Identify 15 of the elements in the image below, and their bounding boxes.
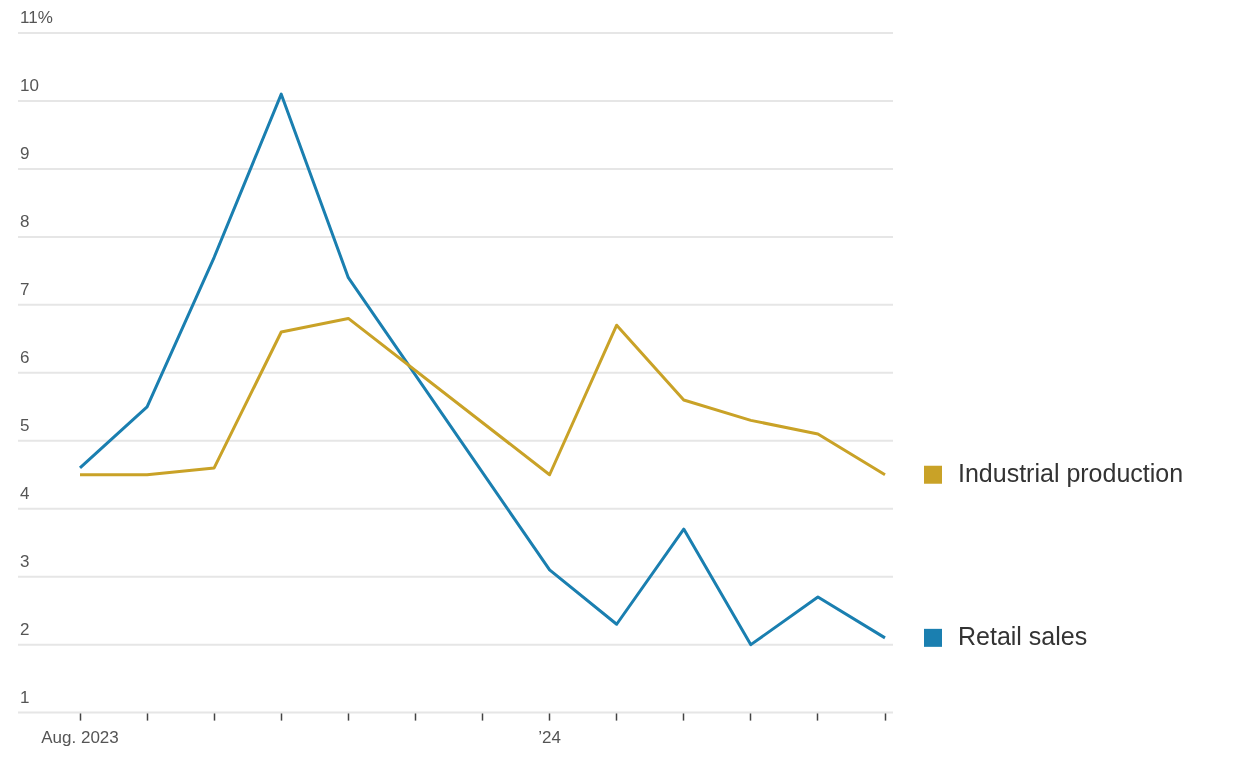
legend-label: Retail sales (958, 621, 1088, 650)
x-tick-label: Aug. 2023 (41, 728, 119, 748)
y-tick-label: 3 (20, 551, 30, 571)
y-tick-label: 9 (20, 144, 30, 164)
legend-label: Industrial production (958, 458, 1184, 487)
y-tick-label: 10 (20, 76, 39, 96)
x-tick-label: ’24 (538, 728, 561, 748)
y-tick-label: 2 (20, 619, 30, 639)
y-tick-label: 11% (20, 8, 53, 28)
y-tick-label: 6 (20, 347, 30, 367)
y-tick-label: 5 (20, 415, 30, 435)
y-tick-label: 4 (20, 483, 30, 503)
y-tick-label: 1 (20, 687, 30, 707)
y-tick-label: 7 (20, 280, 30, 300)
y-tick-label: 8 (20, 212, 30, 232)
